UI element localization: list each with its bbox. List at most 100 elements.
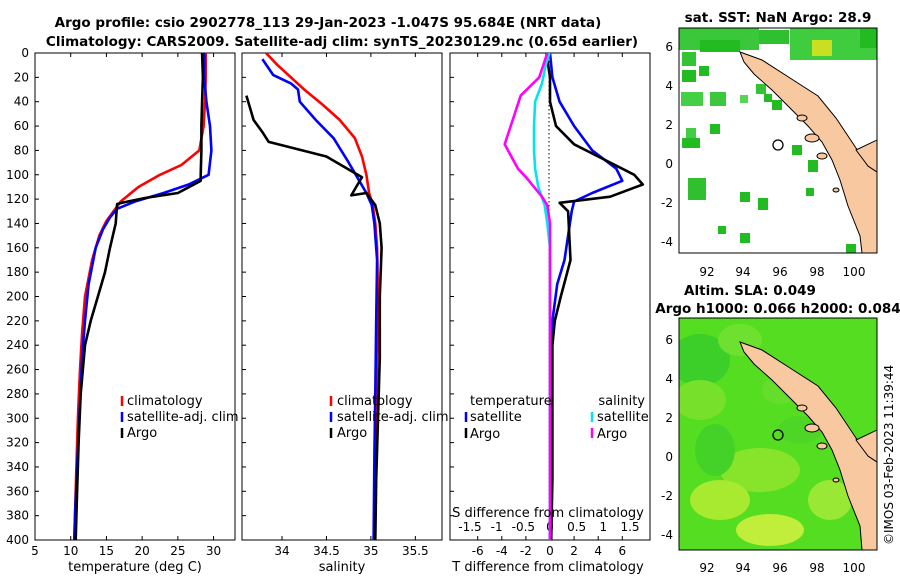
sla-map-title-line2: Argo h1000: 0.066 h2000: 0.084 (655, 301, 900, 317)
sst-map-title: sat. SST: NaN Argo: 28.9 (685, 10, 872, 26)
sst-ytick: 6 (665, 40, 673, 54)
y-tick-label: 140 (6, 216, 29, 230)
x-tick-label: 30 (206, 544, 221, 558)
island (832, 187, 840, 193)
x-tick-label: 34.5 (313, 544, 340, 558)
sla-ytick: 4 (665, 372, 673, 386)
sst-xtick: 98 (809, 265, 824, 279)
x-tick-label: 5 (31, 544, 39, 558)
legend-title-temperature: temperature (470, 394, 552, 409)
x-tick-label: 6 (618, 544, 626, 558)
y-tick-label: 360 (6, 484, 29, 498)
y-tick-label: 280 (6, 387, 29, 401)
figure-title-line2: Climatology: CARS2009. Satellite-adj cli… (46, 34, 638, 50)
sla-ytick: 2 (665, 411, 673, 425)
sla-ytick: 6 (665, 333, 673, 347)
sla-map-xticks: 92 94 96 98 100 (699, 561, 865, 575)
x-tick-label: 2 (570, 544, 578, 558)
sst-map-xticks: 92 94 96 98 100 (699, 265, 865, 279)
island (816, 442, 828, 450)
east-land (855, 139, 877, 173)
y-tick-label: 200 (6, 290, 29, 304)
y-tick-label: 380 (6, 509, 29, 523)
sst-xtick: 92 (699, 265, 714, 279)
legend-label-s-argo: Argo (597, 427, 627, 442)
sla-xtick: 96 (772, 561, 787, 575)
y-tick-label: 400 (6, 533, 29, 547)
sst-ytick: -4 (661, 235, 673, 249)
y-tick-label: 60 (14, 119, 29, 133)
s-tick-label: -1 (491, 520, 503, 534)
east-land (855, 429, 877, 463)
temperature-panel-frame (34, 52, 236, 541)
difference-xlabel: T difference from climatology (451, 560, 644, 575)
figure-title-line1: Argo profile: csio 2902778_113 29-Jan-20… (55, 15, 602, 31)
x-tick-label: -2 (520, 544, 532, 558)
sla-map-frame (678, 317, 878, 551)
y-tick-label: 120 (6, 192, 29, 206)
temperature-axes: 5 10 15 20 25 3002040608010012014016018020022… (6, 46, 221, 558)
copyright-stamp: ©IMOS 03-Feb-2023 11:39:44 (882, 365, 896, 545)
series-line-s-argo (503, 53, 552, 540)
sla-ytick: 0 (665, 450, 673, 464)
legend-label-satellite: satellite-adj. clim (337, 410, 449, 425)
sst-ytick: 2 (665, 118, 673, 132)
sla-map-yticks: 6 4 2 0 -2 -4 (661, 333, 673, 542)
y-tick-label: 100 (6, 168, 29, 182)
s-tick-label: -1.5 (458, 520, 481, 534)
x-tick-label: -4 (496, 544, 508, 558)
x-tick-label: 34 (274, 544, 289, 558)
sla-ytick: -4 (661, 528, 673, 542)
y-tick-label: 220 (6, 314, 29, 328)
sla-map-title-line1: Altim. SLA: 0.049 (684, 283, 816, 299)
legend-title-salinity: salinity (598, 394, 645, 409)
legend-label-argo: Argo (127, 426, 157, 441)
island (796, 404, 808, 412)
argo-float-marker (772, 139, 784, 151)
sst-xtick: 96 (772, 265, 787, 279)
salinity-panel-frame (241, 52, 443, 541)
y-tick-label: 300 (6, 411, 29, 425)
y-tick-label: 320 (6, 436, 29, 450)
legend-label-satellite: satellite-adj. clim (127, 410, 239, 425)
series-line-climatology (265, 53, 380, 540)
sst-xtick: 100 (843, 265, 866, 279)
y-tick-label: 160 (6, 241, 29, 255)
sst-map-yticks: 6 4 2 0 -2 -4 (661, 40, 673, 249)
legend-label-s-satellite: satellite (597, 410, 649, 425)
sla-xtick: 98 (809, 561, 824, 575)
sla-ytick: -2 (661, 489, 673, 503)
s-tick-label: -0.5 (512, 520, 535, 534)
legend-label-argo: Argo (337, 426, 367, 441)
salinity-legend: climatology satellite-adj. clim Argo (329, 394, 449, 441)
difference-series (503, 53, 645, 540)
sst-map (679, 28, 877, 253)
s-tick-label: 1 (600, 520, 608, 534)
legend-label-t-satellite: satellite (470, 410, 522, 425)
y-tick-label: 40 (14, 95, 29, 109)
sst-ytick: 0 (665, 157, 673, 171)
sla-xtick: 92 (699, 561, 714, 575)
x-tick-label: 10 (63, 544, 78, 558)
salinity-xlabel: salinity (319, 560, 366, 575)
sst-ytick: 4 (665, 79, 673, 93)
s-tick-label: 1.5 (620, 520, 639, 534)
island (804, 133, 820, 143)
island (816, 152, 828, 160)
x-tick-label: -6 (472, 544, 484, 558)
temperature-xlabel: temperature (deg C) (68, 560, 202, 575)
y-tick-label: 80 (14, 143, 29, 157)
sst-map-frame (678, 27, 878, 254)
temperature-series (73, 53, 213, 540)
series-line-argo (245, 95, 383, 540)
x-tick-label: 35 (363, 544, 378, 558)
temperature-legend: climatology satellite-adj. clim Argo (120, 394, 239, 441)
sst-data-patches (679, 28, 877, 253)
island (796, 114, 808, 122)
salinity-series (245, 53, 383, 540)
argo-float-marker (772, 429, 784, 441)
y-tick-label: 20 (14, 70, 29, 84)
sumatra-land (739, 341, 877, 550)
y-tick-label: 240 (6, 338, 29, 352)
